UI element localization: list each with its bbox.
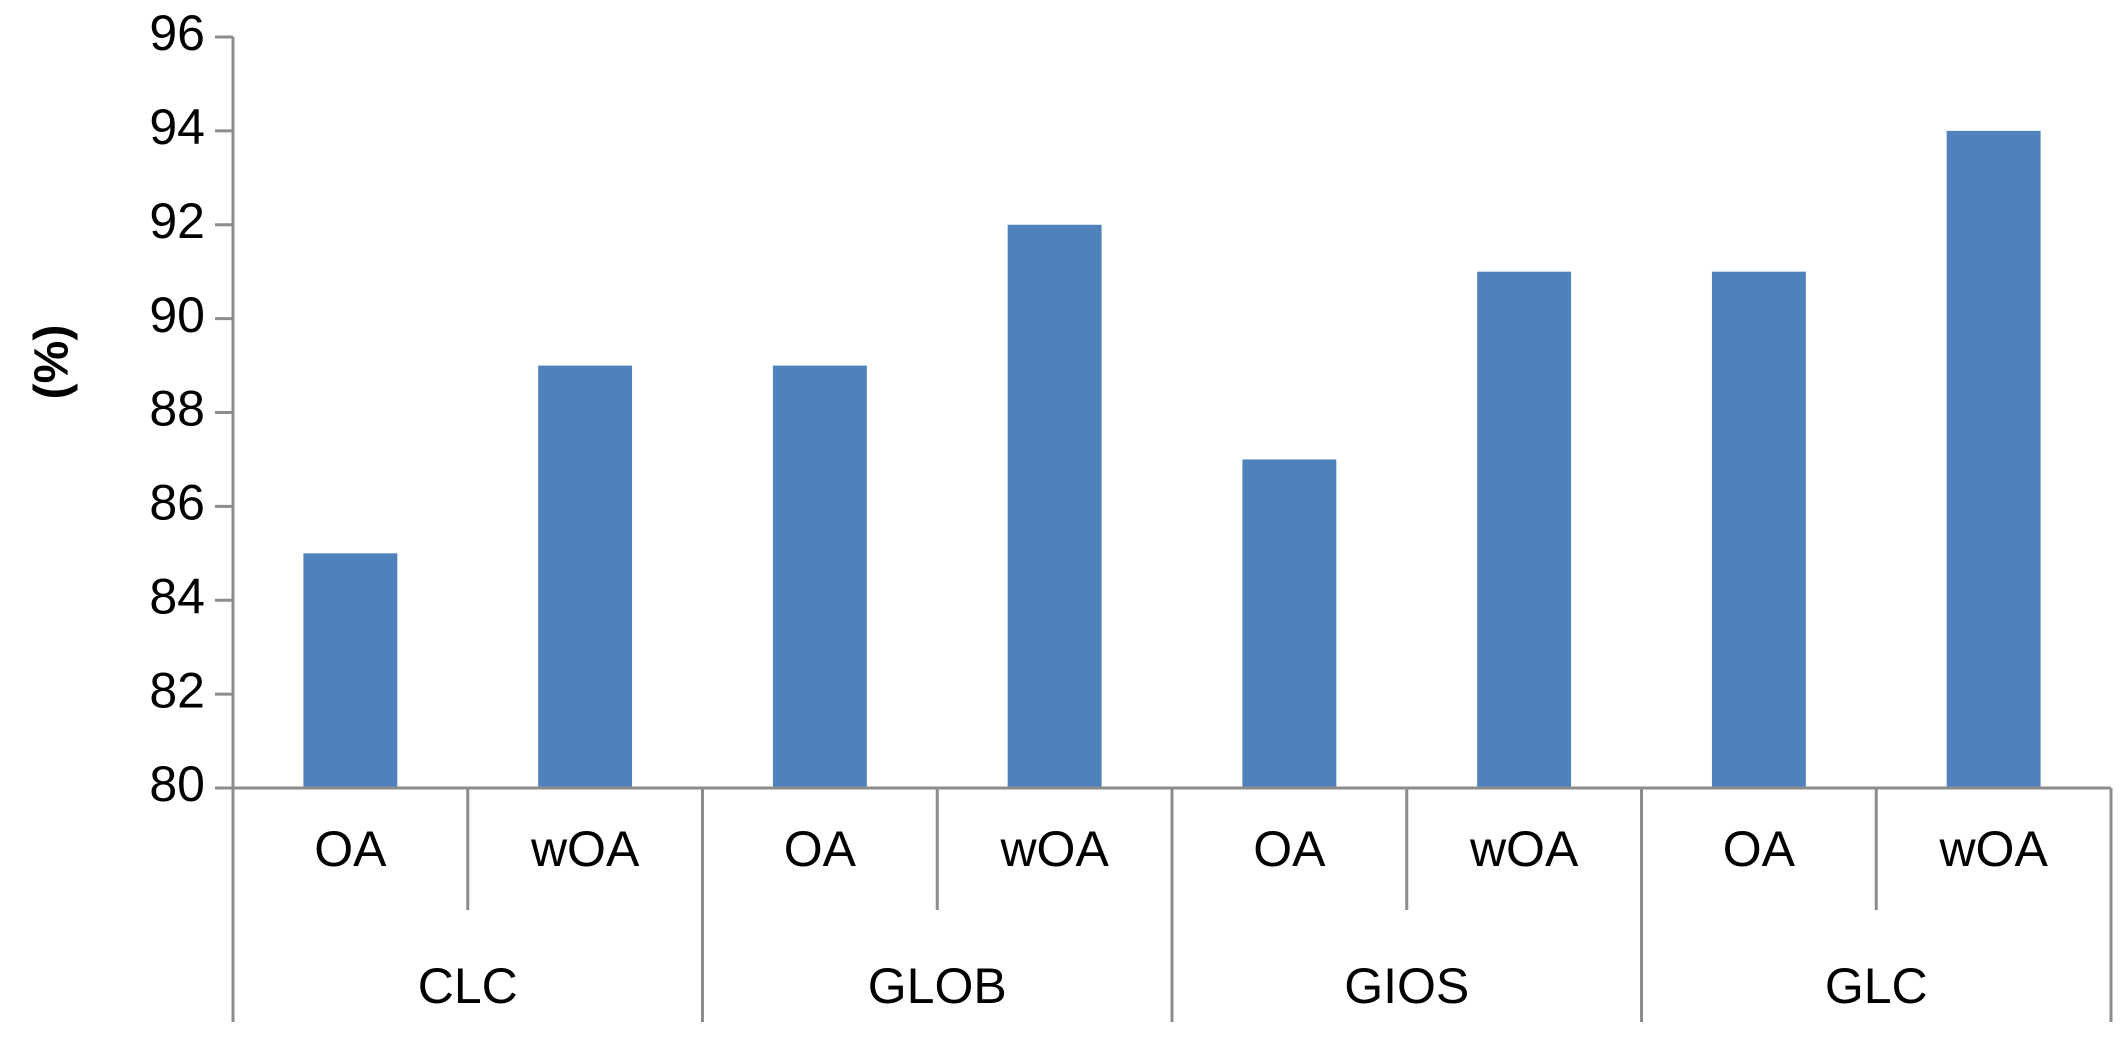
y-tick-label: 90	[149, 287, 205, 343]
y-tick-label: 92	[149, 193, 205, 249]
x-group-label: GLC	[1825, 958, 1928, 1014]
x-group-label: GIOS	[1344, 958, 1469, 1014]
bar	[538, 365, 633, 788]
bar	[1477, 271, 1572, 788]
x-category-label: OA	[1723, 821, 1796, 877]
x-category-label: wOA	[530, 821, 640, 877]
y-tick-label: 94	[149, 99, 205, 155]
bar	[1007, 224, 1102, 788]
y-tick-label: 86	[149, 475, 205, 531]
x-category-label: OA	[314, 821, 387, 877]
bar	[303, 553, 398, 788]
x-group-label: GLOB	[868, 958, 1007, 1014]
x-category-label: wOA	[999, 821, 1109, 877]
x-category-label: wOA	[1938, 821, 2048, 877]
y-tick-label: 80	[149, 756, 205, 812]
y-tick-label: 88	[149, 381, 205, 437]
bar	[1946, 130, 2041, 788]
y-tick-label: 84	[149, 568, 205, 624]
x-group-label: CLC	[418, 958, 518, 1014]
y-axis-label: (%)	[26, 325, 79, 400]
bar	[772, 365, 867, 788]
bar	[1242, 459, 1337, 788]
y-axis: 80 82 84 86 88 90 92 94 96	[149, 5, 235, 812]
x-axis: OA wOA OA wOA OA wOA OA wOA CLC GLOB GIOS GLC	[231, 786, 2113, 1022]
bars	[303, 130, 2041, 788]
x-category-label: OA	[1253, 821, 1326, 877]
y-tick-label: 82	[149, 662, 205, 718]
bar	[1711, 271, 1806, 788]
y-tick-label: 96	[149, 5, 205, 61]
x-category-label: OA	[784, 821, 857, 877]
x-category-label: wOA	[1469, 821, 1579, 877]
